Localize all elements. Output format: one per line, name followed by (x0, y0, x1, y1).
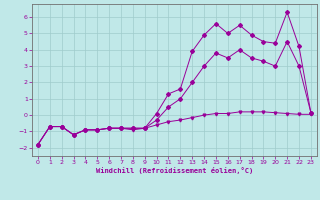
X-axis label: Windchill (Refroidissement éolien,°C): Windchill (Refroidissement éolien,°C) (96, 167, 253, 174)
